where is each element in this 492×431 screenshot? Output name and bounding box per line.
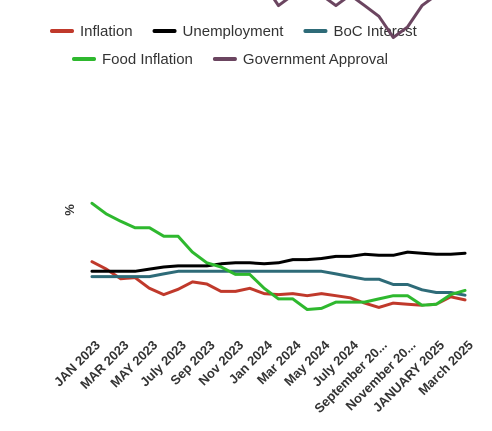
legend-label: Food Inflation — [102, 51, 193, 68]
legend-label: Inflation — [80, 23, 133, 40]
legend-label: Government Approval — [243, 51, 388, 68]
legend: Inflation Unemployment BoC Interest Food In… — [50, 23, 418, 68]
series-line-boc-interest — [90, 269, 467, 297]
legend-label: Unemployment — [183, 23, 285, 40]
series-line-government-approval — [272, 0, 433, 39]
series-line-food-inflation — [90, 201, 467, 311]
plot-area — [90, 0, 467, 311]
series-line-inflation — [90, 260, 467, 309]
legend-label: BoC Interest — [333, 23, 417, 40]
legend-item-inflation[interactable]: Inflation — [50, 23, 133, 40]
legend-item-food-inflation[interactable]: Food Inflation — [72, 51, 193, 68]
y-axis-label: % — [62, 204, 77, 216]
legend-item-government-approval[interactable]: Government Approval — [212, 51, 388, 68]
legend-item-unemployment[interactable]: Unemployment — [152, 23, 285, 40]
series-line-unemployment — [90, 250, 467, 273]
